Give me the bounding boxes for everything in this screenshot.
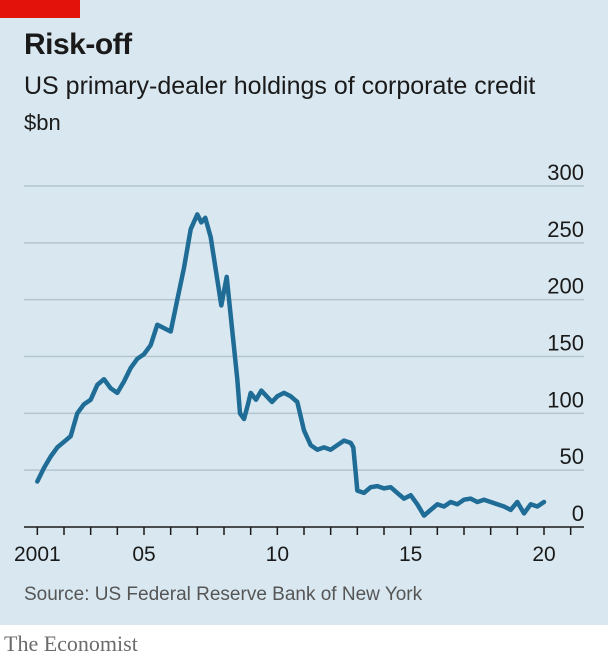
brand-accent-bar	[0, 0, 80, 18]
unit-label: $bn	[24, 110, 61, 135]
y-tick-label: 300	[547, 160, 584, 185]
y-tick-label: 250	[547, 217, 584, 242]
y-tick-label: 100	[547, 387, 584, 412]
chart-subtitle: US primary-dealer holdings of corporate …	[24, 72, 536, 100]
y-tick-label: 150	[547, 331, 584, 356]
line-chart: 0 50 100 150 200 250 300 2001 05 10 15 20	[14, 160, 584, 566]
y-tick-label: 200	[547, 274, 584, 299]
x-tick-label: 15	[399, 543, 422, 566]
series-line-0	[35, 212, 547, 518]
y-tick-label: 50	[560, 444, 584, 469]
chart-title: Risk-off	[24, 28, 132, 61]
brand-wordmark: The Economist	[4, 631, 138, 656]
x-tick-label: 20	[532, 543, 555, 566]
footer: The Economist	[0, 625, 608, 662]
x-tick-label: 05	[132, 543, 155, 566]
y-tick-label: 0	[572, 501, 584, 526]
source-note: Source: US Federal Reserve Bank of New Y…	[24, 584, 423, 605]
x-tick-label: 2001	[14, 543, 61, 566]
x-tick-label: 10	[266, 543, 289, 566]
